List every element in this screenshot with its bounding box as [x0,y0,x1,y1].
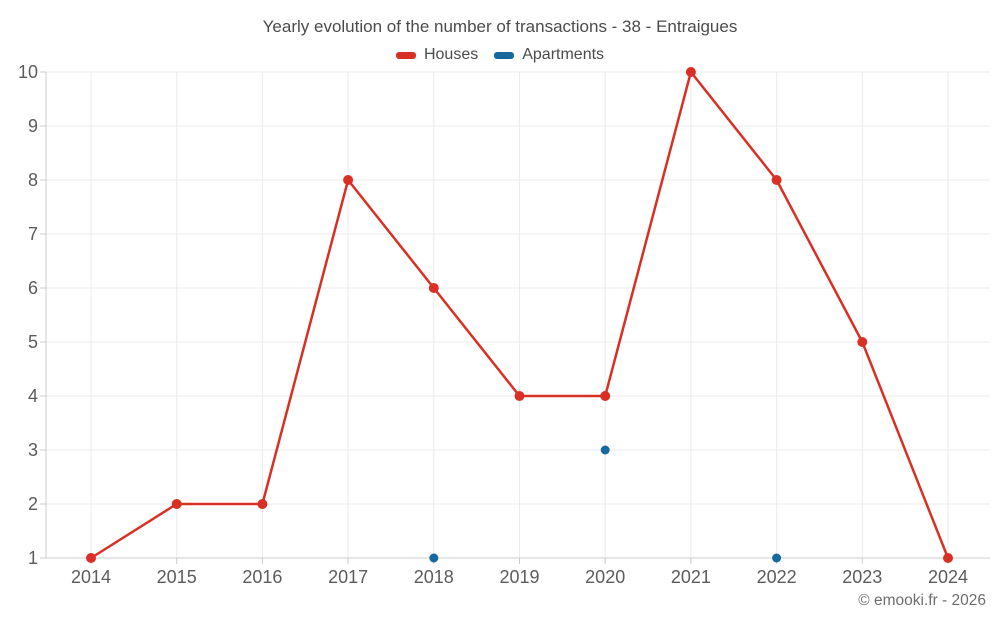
houses-point-2021[interactable] [685,67,696,77]
x-axis-label-2021: 2021 [671,567,711,587]
x-axis-label-2023: 2023 [842,567,882,587]
y-axis-label-7: 7 [28,224,38,244]
x-axis-label-2022: 2022 [757,567,797,587]
y-axis-label-3: 3 [28,440,38,460]
houses-point-2015[interactable] [171,499,182,509]
y-axis-label-2: 2 [28,494,38,514]
houses-point-2022[interactable] [771,175,782,185]
copyright: © emooki.fr - 2026 [858,592,986,609]
y-axis-label-8: 8 [28,170,38,190]
legend-label-apartments: Apartments [522,46,605,63]
houses-swatch-icon [395,51,416,59]
y-axis-label-4: 4 [28,386,38,406]
legend: Houses Apartments [0,46,1000,64]
chart-title: Yearly evolution of the number of transa… [262,17,738,36]
apartments-point-2020[interactable] [600,445,610,455]
y-axis-label-6: 6 [28,278,38,298]
houses-point-2017[interactable] [343,175,354,185]
houses-point-2019[interactable] [514,391,525,401]
y-axis-label-10: 10 [18,62,38,82]
legend-item-apartments[interactable]: Apartments [494,46,604,64]
x-axis-label-2016: 2016 [242,567,282,587]
houses-point-2023[interactable] [857,337,868,347]
legend-item-houses[interactable]: Houses [395,46,479,64]
apartments-swatch-icon [494,51,515,59]
x-axis-label-2020: 2020 [585,567,625,587]
apartments-point-2022[interactable] [772,553,782,563]
apartments-point-2018[interactable] [429,553,439,563]
x-axis-label-2015: 2015 [157,567,197,587]
y-axis-label-1: 1 [28,548,38,568]
y-axis-label-9: 9 [28,116,38,136]
x-axis-label-2017: 2017 [328,567,368,587]
houses-point-2018[interactable] [428,283,439,293]
y-axis-label-5: 5 [28,332,38,352]
legend-label-houses: Houses [423,46,479,63]
houses-point-2020[interactable] [600,391,611,401]
x-axis-label-2014: 2014 [71,567,111,587]
houses-point-2024[interactable] [943,553,953,563]
houses-point-2016[interactable] [257,499,268,509]
x-axis-label-2024: 2024 [928,567,968,587]
x-axis-label-2019: 2019 [499,567,539,587]
houses-point-2014[interactable] [86,553,96,563]
x-axis-label-2018: 2018 [414,567,454,587]
